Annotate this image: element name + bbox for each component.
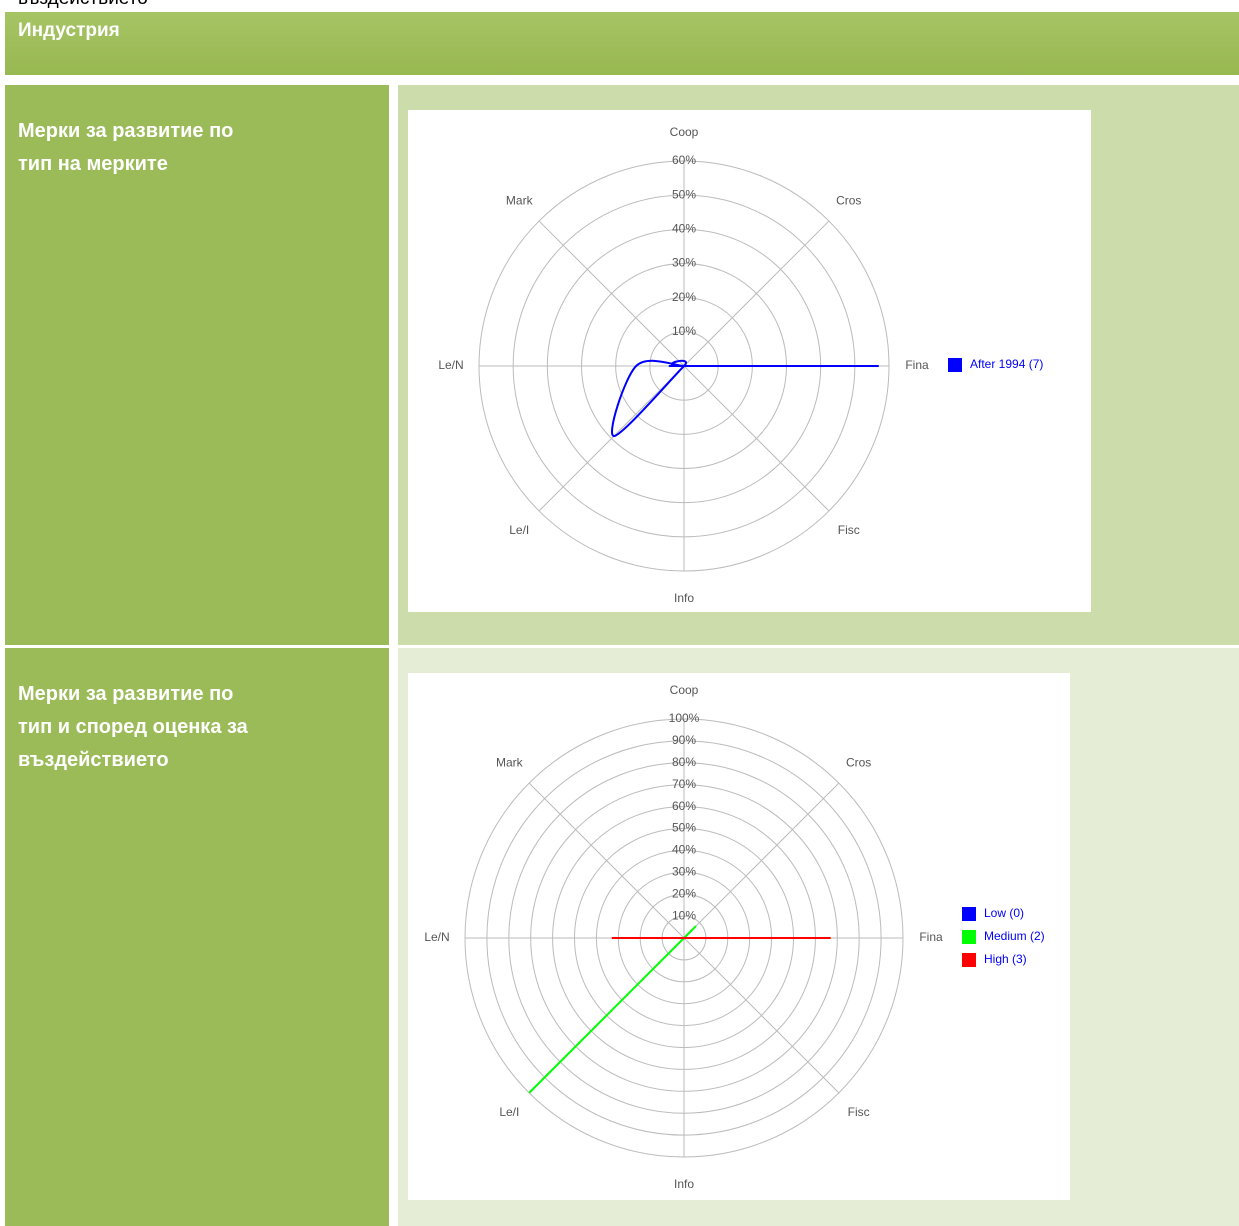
tick-label: 70%: [672, 777, 696, 791]
axis-line: [683, 782, 840, 939]
category-label: Info: [674, 591, 694, 605]
legend-swatch: [962, 953, 976, 967]
axis-line: [683, 937, 840, 1094]
tick-label: 10%: [672, 324, 696, 338]
page-text: въздействието: [18, 0, 148, 10]
chart: Coop Cros Fina Fisc Info Le/I Le/N Mark 10% 20% 30…: [408, 110, 1091, 612]
header: Индустрия: [5, 12, 1239, 75]
tick-label: 10%: [672, 908, 696, 922]
category-label: Fina: [905, 358, 929, 372]
series-line: [528, 925, 697, 1094]
axis-line: [683, 365, 830, 512]
tick-label: 60%: [672, 153, 696, 167]
axis-line: [683, 220, 830, 367]
legend-label: After 1994 (7): [970, 357, 1043, 371]
row-label-cell: Мерки за развитие по тип на мерките: [5, 85, 389, 645]
tick-label: 30%: [672, 864, 696, 878]
tick-label: 50%: [672, 187, 696, 201]
category-label: Info: [674, 1177, 694, 1191]
category-label: Le/N: [424, 930, 449, 944]
legend-label: High (3): [984, 952, 1027, 966]
legend-label: Low (0): [984, 906, 1024, 920]
category-label: Le/I: [499, 1105, 519, 1119]
tick-label: 60%: [672, 799, 696, 813]
tick-label: 20%: [672, 886, 696, 900]
tick-label: 40%: [672, 222, 696, 236]
tick-label: 50%: [672, 821, 696, 835]
category-label: Le/I: [509, 523, 529, 537]
category-label: Le/N: [438, 358, 463, 372]
chart: Coop Cros Fina Fisc Info Le/I Le/N Mark 10% 20% 30…: [408, 673, 1070, 1200]
legend-swatch: [948, 358, 962, 372]
legend-swatch: [962, 907, 976, 921]
category-label: Mark: [496, 756, 524, 770]
category-label: Cros: [846, 756, 871, 770]
axis-line: [538, 220, 685, 367]
tick-label: 30%: [672, 256, 696, 270]
header-title: Индустрия: [18, 20, 120, 41]
category-label: Fina: [919, 930, 943, 944]
axis-line: [538, 365, 685, 512]
tick-label: 20%: [672, 290, 696, 304]
category-label: Mark: [506, 193, 534, 207]
series-line: [611, 359, 879, 438]
tick-label: 100%: [669, 711, 700, 725]
legend-label: Medium (2): [984, 929, 1045, 943]
legend-swatch: [962, 930, 976, 944]
category-label: Fisc: [838, 523, 860, 537]
tick-label: 40%: [672, 843, 696, 857]
category-label: Coop: [670, 683, 699, 697]
category-label: Coop: [670, 125, 699, 139]
category-label: Fisc: [848, 1105, 870, 1119]
category-label: Cros: [836, 193, 861, 207]
row-label: Мерки за развитие по тип и според оценка…: [18, 683, 248, 771]
row-label-cell: Мерки за развитие по тип и според оценка…: [5, 648, 389, 1226]
axis-line: [528, 782, 685, 939]
row-label: Мерки за развитие по тип на мерките: [18, 120, 234, 175]
tick-label: 90%: [672, 733, 696, 747]
tick-label: 80%: [672, 755, 696, 769]
